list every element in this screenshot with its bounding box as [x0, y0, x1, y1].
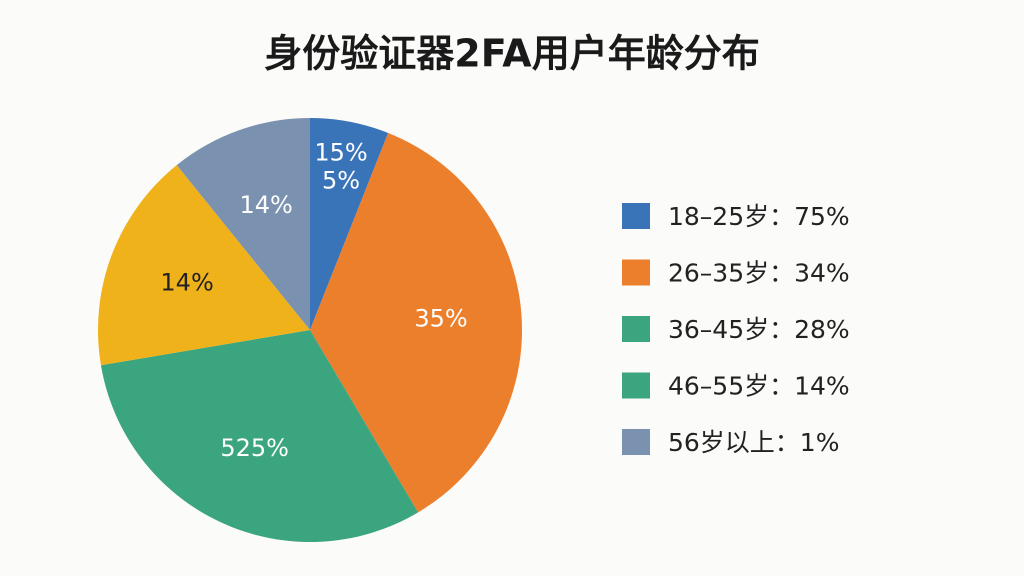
legend-swatch [622, 429, 650, 455]
legend-label: 56岁以上：1% [668, 428, 839, 457]
slice-label: 5% [322, 167, 360, 195]
legend-swatch [622, 372, 650, 399]
slice-label: 14% [239, 191, 292, 219]
slice-label: 35% [414, 305, 467, 333]
slice-label: 14% [160, 268, 213, 296]
pie-slice [100, 330, 419, 542]
slice-label: 15% [314, 139, 367, 167]
legend-swatch [622, 259, 650, 286]
pie-slice [310, 132, 523, 513]
legend-swatch [622, 203, 650, 229]
legend-swatch [622, 316, 650, 342]
chart-title: 身份验证器2FA用户年龄分布 [264, 32, 759, 76]
slice-label: 525% [220, 434, 289, 462]
legend-label: 26–35岁：34% [668, 259, 850, 288]
pie-slice [97, 165, 310, 366]
legend-label: 36–45岁：28% [668, 315, 850, 344]
pie-slice [176, 118, 310, 330]
legend-label: 46–55岁：14% [668, 372, 850, 401]
legend-label: 18–25岁：75% [668, 202, 850, 231]
pie-slice [310, 118, 389, 330]
